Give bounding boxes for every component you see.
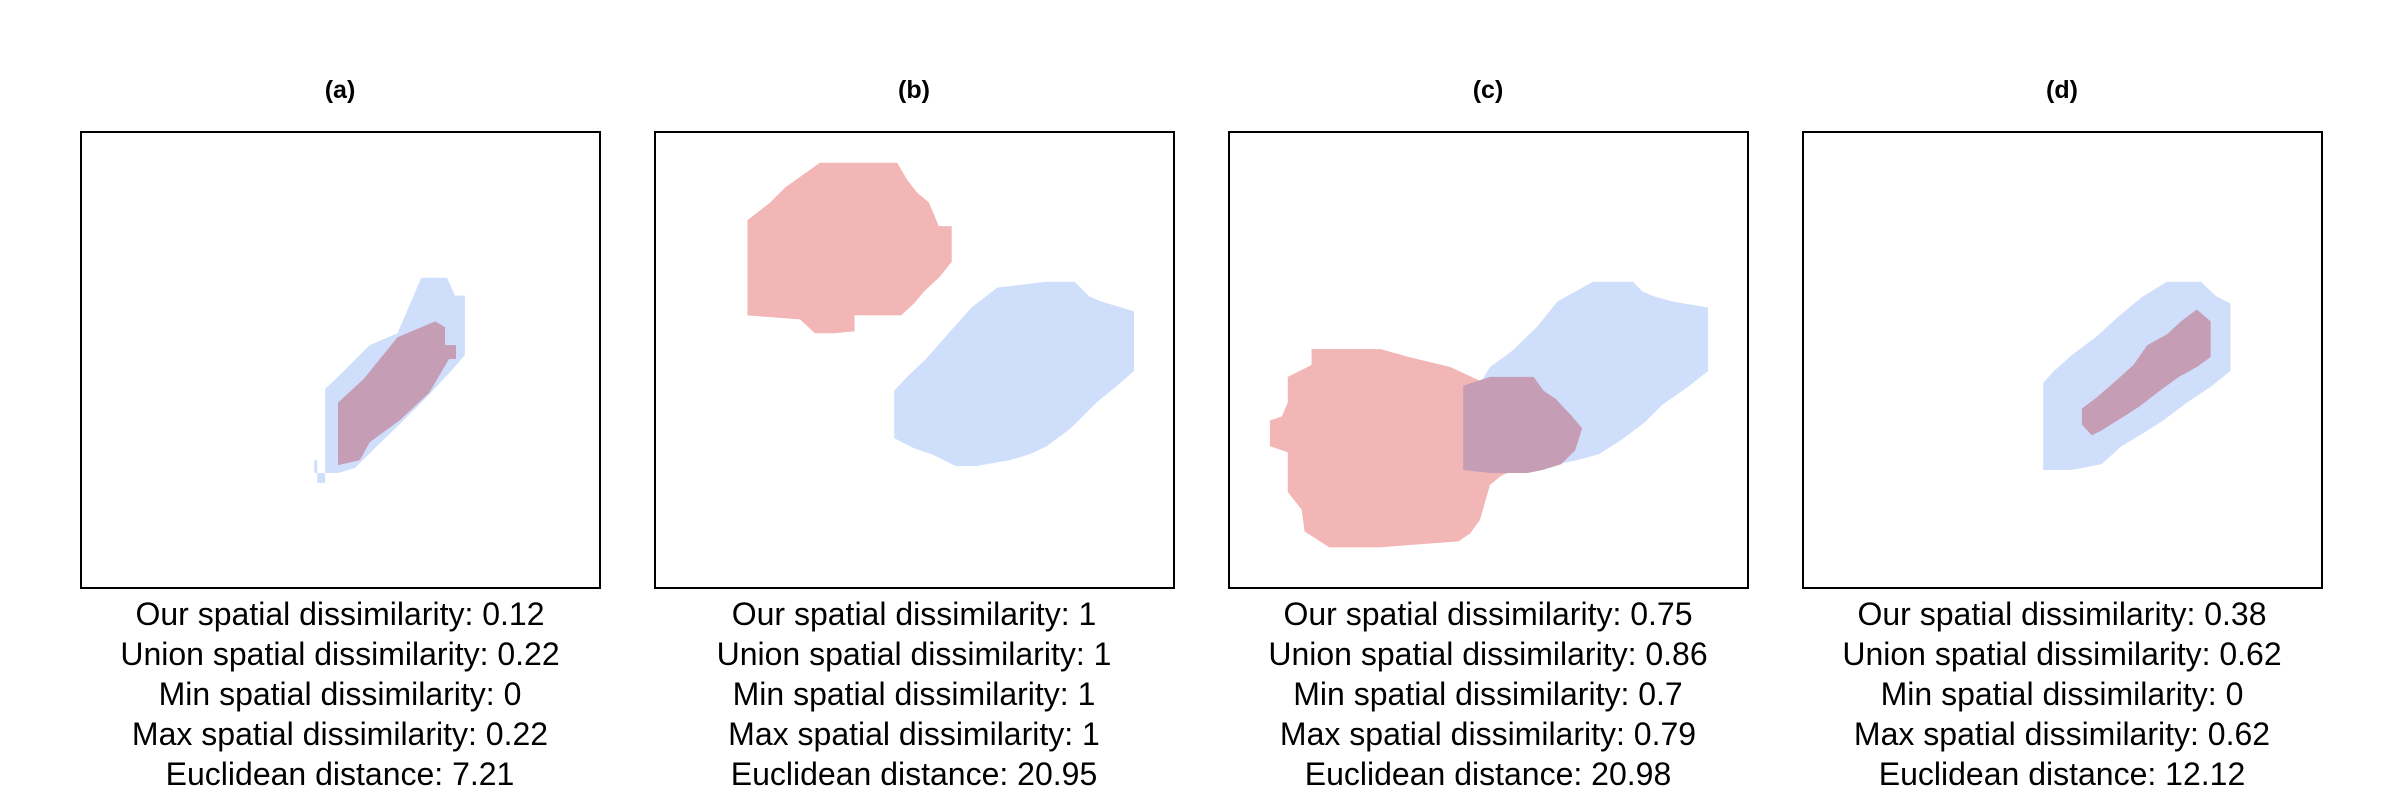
panel-title: (b) <box>898 76 930 104</box>
blue-region <box>894 281 1135 467</box>
union-spatial-dissimilarity: Union spatial dissimilarity: 0.22 <box>120 636 560 672</box>
union-spatial-dissimilarity: Union spatial dissimilarity: 1 <box>716 636 1112 672</box>
euclidean-distance: Euclidean distance: 20.95 <box>730 756 1098 792</box>
region-plot <box>1269 281 1709 548</box>
min-spatial-dissimilarity: Min spatial dissimilarity: 0.7 <box>1293 676 1683 712</box>
panel-title: (d) <box>2046 76 2078 104</box>
overlap-region <box>338 321 456 466</box>
plot-frame <box>1802 131 2323 589</box>
overlap-region <box>1463 376 1583 474</box>
euclidean-distance: Euclidean distance: 20.98 <box>1304 756 1672 792</box>
our-spatial-dissimilarity: Our spatial dissimilarity: 0.75 <box>1283 596 1693 632</box>
panel-c: (c) Our spatial dissimilarity: 0.75 Unio… <box>1208 0 1768 800</box>
panel-title: (c) <box>1472 76 1504 104</box>
plot-frame <box>1228 131 1749 589</box>
panel-b: (b) Our spatial dissimilarity: 1 Union s… <box>634 0 1194 800</box>
plot-frame <box>654 131 1175 589</box>
max-spatial-dissimilarity: Max spatial dissimilarity: 0.62 <box>1853 716 2271 752</box>
our-spatial-dissimilarity: Our spatial dissimilarity: 0.12 <box>135 596 545 632</box>
max-spatial-dissimilarity: Max spatial dissimilarity: 0.22 <box>131 716 549 752</box>
euclidean-distance: Euclidean distance: 7.21 <box>165 756 515 792</box>
min-spatial-dissimilarity: Min spatial dissimilarity: 0 <box>1880 676 2244 712</box>
overlap-region <box>2081 309 2211 436</box>
red-region <box>747 162 952 334</box>
plot-frame <box>80 131 601 589</box>
region-plot <box>2043 281 2231 471</box>
min-spatial-dissimilarity: Min spatial dissimilarity: 1 <box>732 676 1096 712</box>
metrics-list: Our spatial dissimilarity: 1 Union spati… <box>634 594 1194 794</box>
region-plot <box>747 162 1135 467</box>
panel-a: (a) Our spatial dissimilarity: 0.12 Unio… <box>60 0 620 800</box>
max-spatial-dissimilarity: Max spatial dissimilarity: 1 <box>728 716 1100 752</box>
panel-title: (a) <box>324 76 356 104</box>
min-spatial-dissimilarity: Min spatial dissimilarity: 0 <box>158 676 522 712</box>
union-spatial-dissimilarity: Union spatial dissimilarity: 0.86 <box>1268 636 1708 672</box>
red-region <box>1269 349 1514 548</box>
our-spatial-dissimilarity: Our spatial dissimilarity: 1 <box>731 596 1097 632</box>
metrics-list: Our spatial dissimilarity: 0.75 Union sp… <box>1208 594 1768 794</box>
region-plot <box>314 277 465 483</box>
metrics-list: Our spatial dissimilarity: 0.12 Union sp… <box>60 594 620 794</box>
max-spatial-dissimilarity: Max spatial dissimilarity: 0.79 <box>1279 716 1697 752</box>
metrics-list: Our spatial dissimilarity: 0.38 Union sp… <box>1782 594 2342 794</box>
euclidean-distance: Euclidean distance: 12.12 <box>1878 756 2246 792</box>
our-spatial-dissimilarity: Our spatial dissimilarity: 0.38 <box>1857 596 2267 632</box>
panel-d: (d) Our spatial dissimilarity: 0.38 Unio… <box>1782 0 2342 800</box>
union-spatial-dissimilarity: Union spatial dissimilarity: 0.62 <box>1842 636 2282 672</box>
